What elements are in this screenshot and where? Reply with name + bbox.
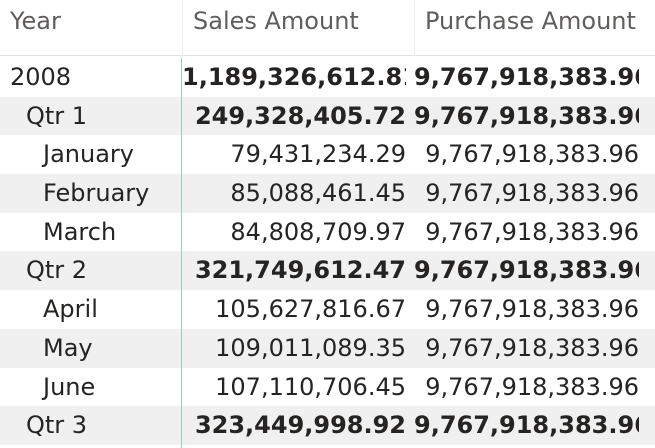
row-qtr-1[interactable]: Qtr 1 249,328,405.72 9,767,918,383.96 <box>0 96 655 136</box>
sales-amount-cell: 249,328,405.72 <box>194 101 406 130</box>
sales-amount-cell: 107,110,706.45 <box>215 372 406 401</box>
row-label: April <box>43 295 98 324</box>
row-label: May <box>43 333 93 362</box>
sales-amount-cell: 109,011,089.35 <box>215 333 406 362</box>
row-january[interactable]: January 79,431,234.29 9,767,918,383.96 <box>0 135 655 174</box>
purchase-amount-cell: 9,767,918,383.96 <box>425 179 639 208</box>
row-february[interactable]: February 85,088,461.45 9,767,918,383.96 <box>0 174 655 213</box>
row-label: 2008 <box>10 63 72 91</box>
purchase-amount-cell: 9,767,918,383.96 <box>425 140 639 169</box>
row-qtr-2[interactable]: Qtr 2 321,749,612.47 9,767,918,383.96 <box>0 251 655 291</box>
sales-amount-cell: 321,749,612.47 <box>194 256 406 285</box>
row-june[interactable]: June 107,110,706.45 9,767,918,383.96 <box>0 368 655 407</box>
sales-amount-cell: 79,431,234.29 <box>230 140 406 169</box>
row-year-2008[interactable]: 2008 1,189,326,612.81 9,767,918,383.96 <box>0 58 655 97</box>
purchase-amount-cell: 9,767,918,383.96 <box>414 63 639 91</box>
column-header-year[interactable]: Year <box>0 0 182 56</box>
row-april[interactable]: April 105,627,816.67 9,767,918,383.96 <box>0 290 655 329</box>
matrix-body: 2008 1,189,326,612.81 9,767,918,383.96 Q… <box>0 58 655 445</box>
sales-amount-cell: 84,808,709.97 <box>230 217 406 246</box>
sales-amount-cell: 105,627,816.67 <box>215 295 406 324</box>
sales-amount-cell: 323,449,998.92 <box>194 411 406 440</box>
purchase-amount-cell: 9,767,918,383.96 <box>425 295 639 324</box>
purchase-amount-cell: 9,767,918,383.96 <box>414 256 639 285</box>
row-march[interactable]: March 84,808,709.97 9,767,918,383.96 <box>0 213 655 252</box>
row-label: February <box>43 179 150 208</box>
row-label: Qtr 3 <box>26 411 88 440</box>
sales-amount-cell: 85,088,461.45 <box>230 179 406 208</box>
row-may[interactable]: May 109,011,089.35 9,767,918,383.96 <box>0 328 655 368</box>
column-header-sales-amount[interactable]: Sales Amount <box>182 0 414 56</box>
purchase-amount-cell: 9,767,918,383.96 <box>414 101 639 130</box>
row-label: January <box>43 140 134 169</box>
purchase-amount-cell: 9,767,918,383.96 <box>414 411 639 440</box>
column-header-purchase-amount[interactable]: Purchase Amount <box>414 0 655 56</box>
purchase-amount-cell: 9,767,918,383.96 <box>425 333 639 362</box>
row-label: June <box>43 372 96 401</box>
row-header-divider <box>181 58 182 448</box>
sales-amount-cell: 1,189,326,612.81 <box>182 63 406 91</box>
row-label: March <box>43 217 117 246</box>
row-label: Qtr 1 <box>26 101 88 130</box>
purchase-amount-cell: 9,767,918,383.96 <box>425 372 639 401</box>
row-label: Qtr 2 <box>26 256 88 285</box>
purchase-amount-cell: 9,767,918,383.96 <box>425 217 639 246</box>
row-qtr-3[interactable]: Qtr 3 323,449,998.92 9,767,918,383.96 <box>0 406 655 445</box>
